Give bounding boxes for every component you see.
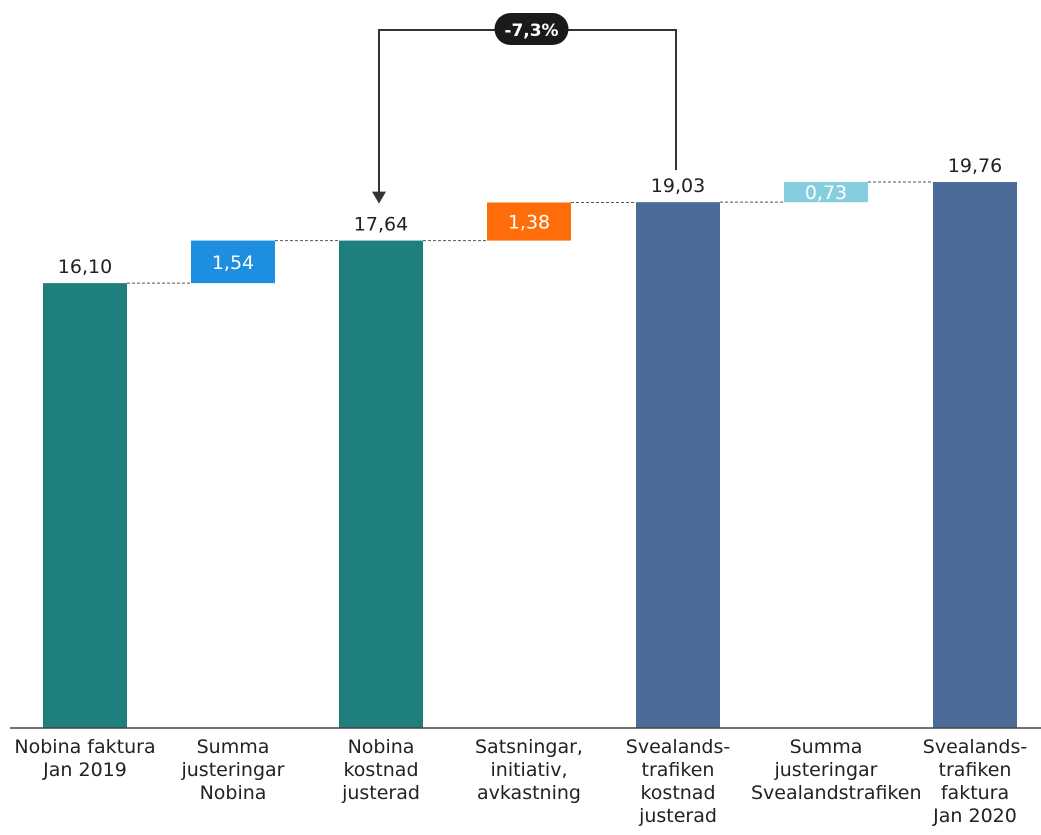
category-label: Satsningar, initiativ, avkastning	[475, 736, 583, 804]
data-label: 17,64	[354, 214, 408, 236]
delta-bar	[191, 240, 275, 284]
delta-bar	[784, 182, 868, 203]
data-label: 1,54	[212, 252, 254, 274]
total-bar	[339, 240, 423, 728]
data-label: 1,38	[508, 212, 550, 234]
data-label: 19,76	[948, 155, 1002, 177]
delta-bar	[487, 202, 571, 241]
category-label: Summa justeringar Nobina	[181, 736, 285, 804]
annotation-bracket	[378, 29, 677, 196]
category-label: Svealands-trafiken faktura Jan 2020	[922, 736, 1028, 827]
annotation-badge	[494, 13, 569, 45]
annotation-arrowhead	[372, 191, 386, 204]
total-bar	[933, 182, 1017, 728]
data-label: 16,10	[58, 256, 112, 278]
total-bar	[636, 202, 720, 729]
category-label: Nobina faktura Jan 2019	[14, 736, 156, 781]
category-label: Summa justeringar Svealandstrafiken	[751, 736, 922, 804]
data-label: 19,03	[651, 175, 705, 197]
annotation-text: -7,3%	[504, 21, 558, 41]
category-label: Svealands-trafiken kostnad justerad	[625, 736, 731, 827]
category-label: Nobina kostnad justerad	[342, 736, 420, 804]
data-label: 0,73	[805, 182, 847, 204]
total-bar	[43, 283, 127, 728]
